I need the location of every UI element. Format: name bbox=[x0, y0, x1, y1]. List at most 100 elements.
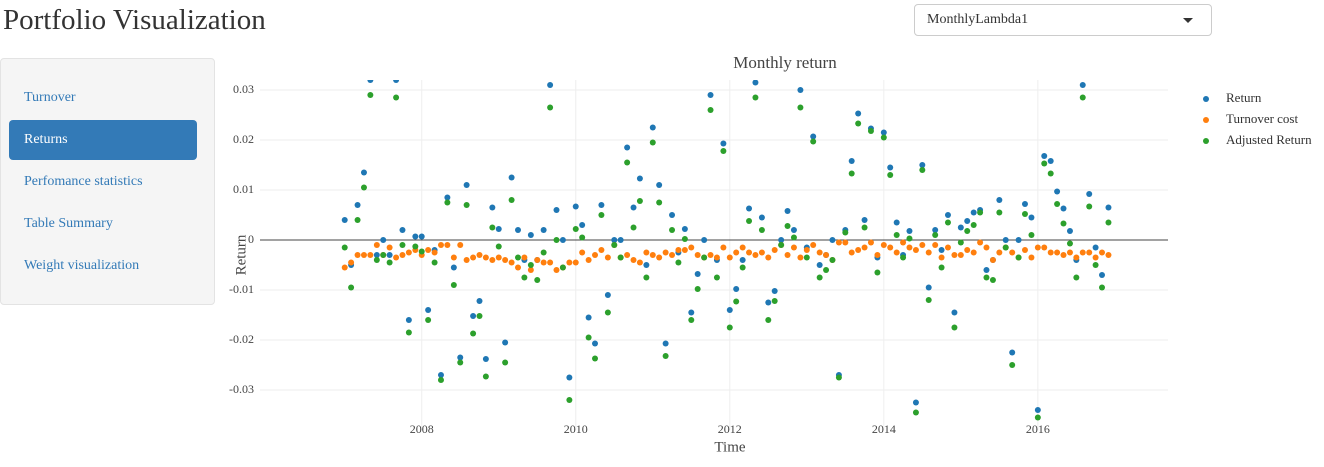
point bbox=[919, 167, 926, 173]
point bbox=[887, 164, 894, 171]
dropdown[interactable]: MonthlyLambda1 bbox=[914, 4, 1212, 36]
point bbox=[463, 182, 470, 188]
point bbox=[649, 139, 656, 146]
point bbox=[957, 224, 964, 231]
point bbox=[752, 94, 759, 101]
nav-item[interactable]: Perfomance statistics bbox=[24, 174, 143, 189]
point bbox=[1079, 94, 1086, 101]
point bbox=[752, 80, 759, 86]
point bbox=[489, 204, 496, 211]
point bbox=[938, 254, 945, 261]
point bbox=[688, 317, 695, 323]
point bbox=[425, 247, 432, 253]
point bbox=[713, 274, 720, 281]
point bbox=[964, 218, 971, 224]
point bbox=[399, 252, 406, 258]
point bbox=[797, 104, 804, 111]
point bbox=[720, 244, 727, 251]
point bbox=[1066, 240, 1073, 247]
nav-item[interactable]: Turnover bbox=[24, 90, 76, 105]
point bbox=[592, 340, 599, 347]
point bbox=[823, 252, 830, 258]
point bbox=[970, 222, 977, 228]
point bbox=[482, 373, 489, 380]
point bbox=[463, 202, 470, 208]
point bbox=[1105, 252, 1112, 258]
point bbox=[636, 259, 643, 266]
point bbox=[989, 277, 996, 283]
point bbox=[617, 254, 624, 261]
point bbox=[437, 377, 444, 383]
point bbox=[720, 140, 727, 147]
point bbox=[457, 354, 464, 361]
x-tick-label: 2016 bbox=[1026, 422, 1050, 436]
point bbox=[823, 267, 830, 273]
point bbox=[919, 162, 926, 168]
point bbox=[855, 110, 862, 117]
x-tick-label: 2010 bbox=[564, 422, 588, 436]
point bbox=[476, 298, 483, 304]
y-axis-label: Return bbox=[233, 234, 249, 275]
point bbox=[1015, 237, 1022, 243]
x-tick-label: 2014 bbox=[872, 422, 896, 436]
point bbox=[444, 194, 451, 201]
point bbox=[1028, 232, 1035, 238]
point bbox=[880, 129, 887, 136]
point bbox=[630, 224, 637, 231]
point bbox=[675, 247, 682, 253]
point bbox=[1028, 214, 1035, 221]
point bbox=[1060, 220, 1067, 227]
point bbox=[906, 235, 913, 242]
point bbox=[983, 274, 990, 281]
point bbox=[502, 257, 509, 263]
point bbox=[951, 324, 958, 331]
point bbox=[893, 232, 900, 238]
nav-item[interactable]: Table Summary bbox=[24, 216, 113, 231]
point bbox=[547, 259, 554, 266]
point bbox=[482, 254, 489, 261]
point bbox=[983, 267, 990, 273]
point bbox=[874, 269, 881, 276]
point bbox=[925, 284, 932, 291]
point bbox=[643, 249, 650, 256]
point bbox=[726, 254, 733, 261]
point bbox=[559, 237, 566, 243]
point bbox=[707, 92, 714, 98]
point bbox=[553, 267, 560, 273]
point bbox=[649, 252, 656, 258]
point bbox=[476, 313, 483, 319]
point bbox=[437, 372, 444, 378]
point bbox=[880, 134, 887, 141]
point bbox=[585, 334, 592, 341]
point bbox=[681, 226, 688, 232]
caret bbox=[1183, 18, 1193, 23]
point bbox=[752, 252, 759, 258]
point bbox=[893, 219, 900, 226]
point bbox=[1021, 201, 1028, 207]
point bbox=[977, 209, 984, 216]
point bbox=[399, 242, 406, 248]
point bbox=[848, 249, 855, 256]
point bbox=[739, 264, 746, 271]
point bbox=[341, 217, 348, 223]
point bbox=[367, 252, 374, 258]
point bbox=[373, 242, 380, 248]
nav-item[interactable]: Weight visualization bbox=[24, 258, 140, 273]
point bbox=[662, 340, 669, 347]
point bbox=[508, 174, 515, 181]
point bbox=[848, 170, 855, 177]
nav-item[interactable]: Returns bbox=[9, 120, 197, 160]
point bbox=[1021, 211, 1028, 217]
point bbox=[431, 249, 438, 256]
point bbox=[611, 237, 618, 243]
point bbox=[566, 259, 573, 266]
point bbox=[1060, 205, 1067, 212]
point bbox=[701, 237, 708, 243]
point bbox=[733, 298, 740, 305]
point bbox=[482, 356, 489, 362]
point bbox=[527, 232, 534, 238]
point bbox=[765, 254, 772, 261]
point bbox=[592, 252, 599, 258]
point bbox=[835, 239, 842, 246]
point bbox=[803, 247, 810, 253]
